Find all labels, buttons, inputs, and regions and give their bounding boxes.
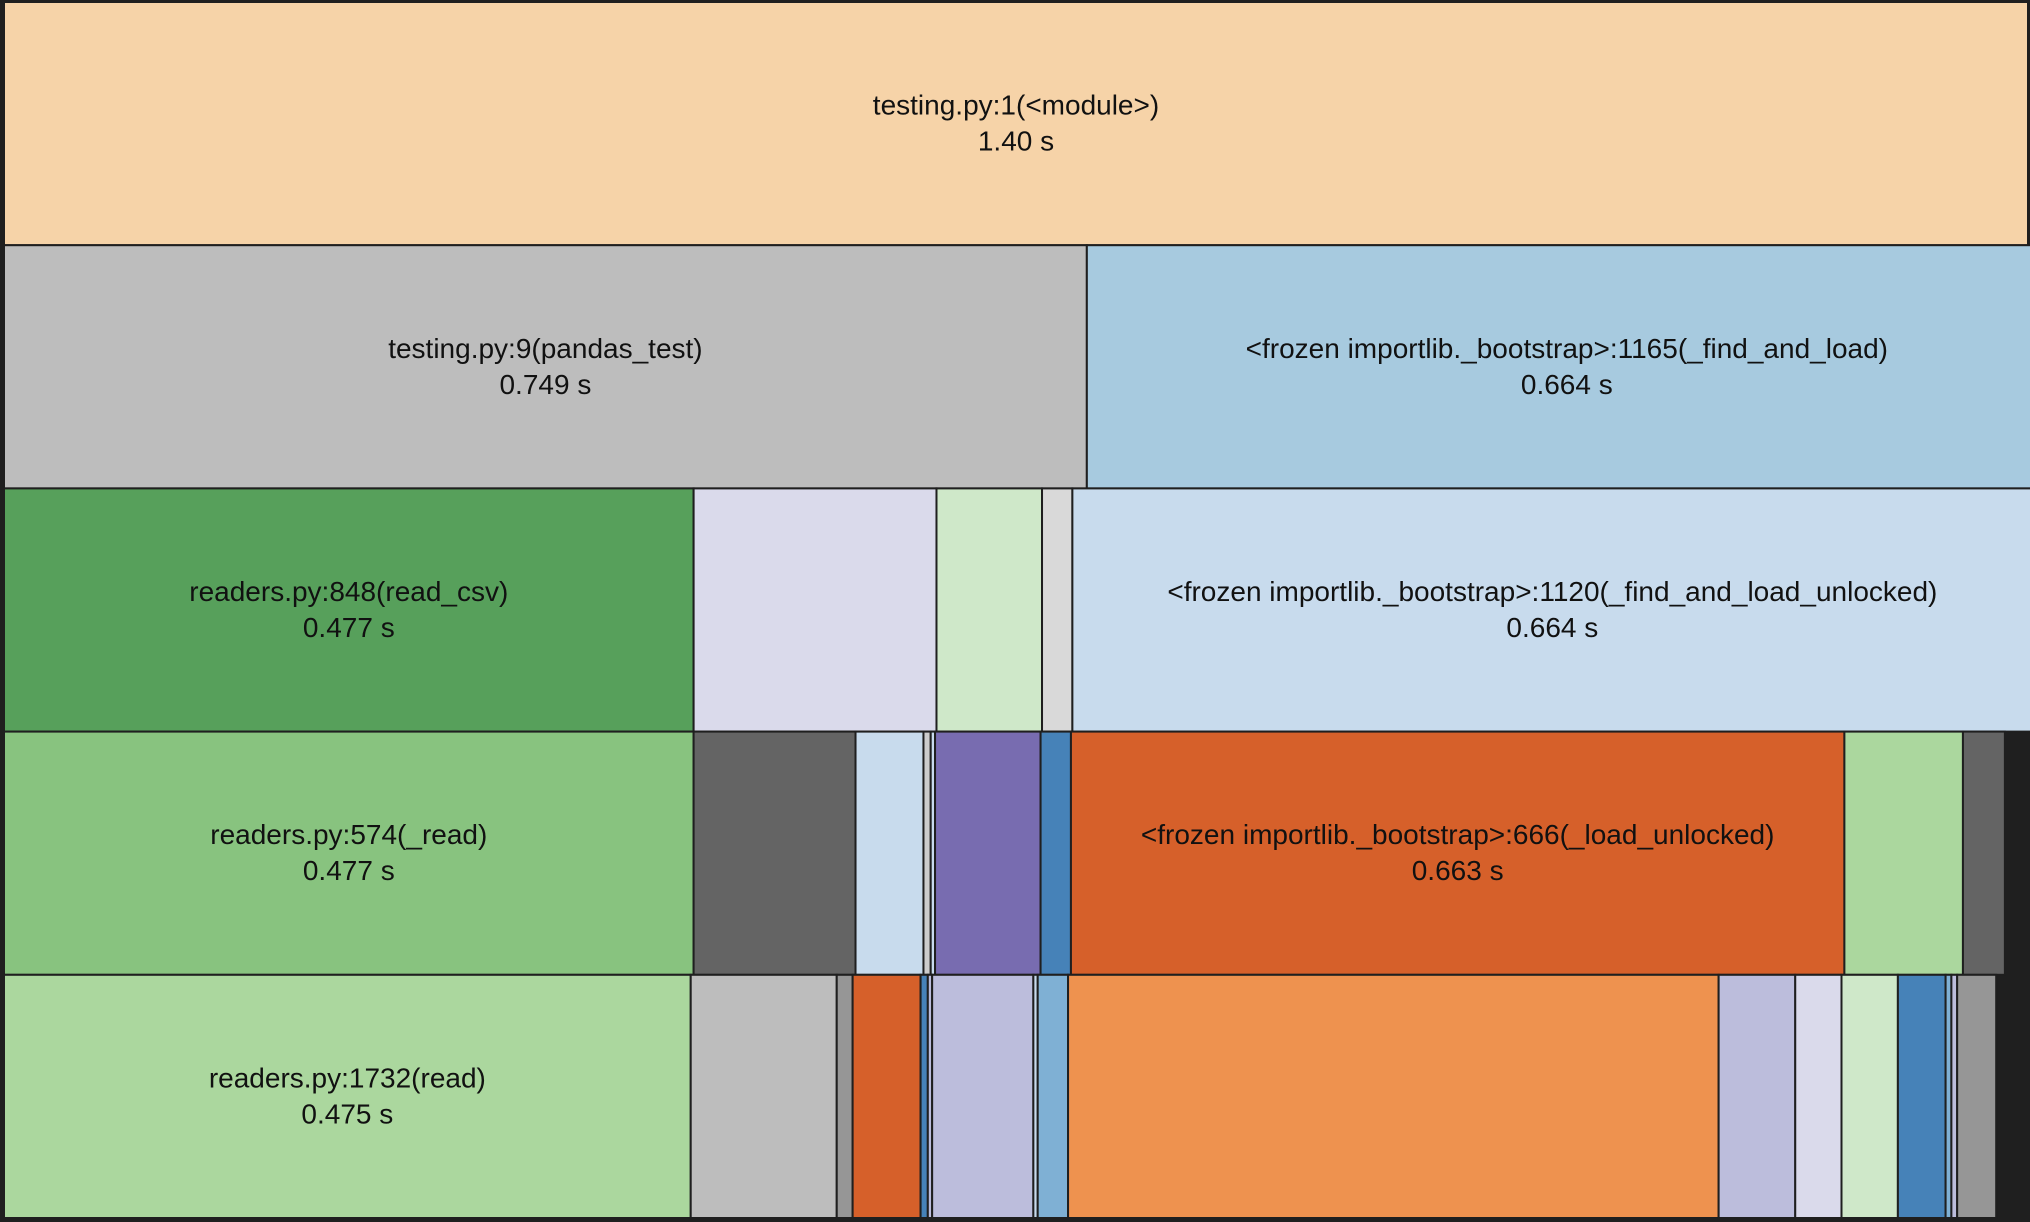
icicle-cell-rect[interactable] [851,973,922,1219]
icicle-cell-name: readers.py:574(_read) [210,819,487,850]
icicle-cell-time: 0.664 s [1506,612,1598,643]
icicle-cell-l4-16[interactable] [1956,973,1998,1219]
icicle-cell-rect[interactable] [3,1,2029,247]
icicle-cell-rect[interactable] [1036,973,1070,1219]
icicle-cell-l4-2[interactable] [835,973,854,1219]
icicle-cell-l4-6[interactable] [931,973,1035,1219]
icicle-cell-rect[interactable] [692,730,857,976]
icicle-cell-rect[interactable] [854,730,925,976]
icicle-cell-rect[interactable] [1896,973,1947,1219]
icicle-cell-time: 0.475 s [301,1098,393,1129]
icicle-cell-time: 0.477 s [303,612,395,643]
icicle-cell-rect[interactable] [689,973,838,1219]
icicle-cell-l1-0[interactable]: testing.py:9(pandas_test) 0.749 s [3,244,1088,490]
icicle-cell-l2-1[interactable] [692,487,938,733]
icicle-cell-rect[interactable] [919,973,929,1219]
icicle-cell-rect[interactable] [3,730,695,976]
icicle-cell-rect[interactable] [1717,973,1797,1219]
icicle-cell-time: 1.40 s [978,126,1054,157]
icicle-cell-l3-7[interactable]: <frozen importlib._bootstrap>:666(_load_… [1069,730,1846,976]
icicle-cell-rect[interactable] [835,973,854,1219]
icicle-cell-l4-0[interactable]: readers.py:1732(read) 0.475 s [3,973,692,1219]
icicle-cell-time: 0.664 s [1521,369,1613,400]
icicle-cell-l3-2[interactable] [854,730,925,976]
icicle-cell-l4-12[interactable] [1840,973,1899,1219]
icicle-cell-l4-9[interactable] [1067,973,1720,1219]
icicle-cell-name: readers.py:848(read_csv) [189,576,508,607]
icicle-cell-l3-8[interactable] [1843,730,1964,976]
icicle-cell-rect[interactable] [922,730,932,976]
icicle-cell-name: testing.py:1(<module>) [873,90,1159,121]
icicle-cell-time: 0.749 s [499,369,591,400]
icicle-cell-rect[interactable] [931,973,1035,1219]
icicle-cell-rect[interactable] [1041,487,1074,733]
icicle-cell-name: readers.py:1732(read) [209,1062,486,1093]
icicle-cell-rect[interactable] [1843,730,1964,976]
icicle-cell-l2-4[interactable]: <frozen importlib._bootstrap>:1120(_find… [1071,487,2030,733]
icicle-cell-l3-9[interactable] [1961,730,2006,976]
icicle-cell-time: 0.477 s [303,855,395,886]
icicle-cell-rect[interactable] [935,487,1044,733]
icicle-cell-name: <frozen importlib._bootstrap>:1120(_find… [1167,576,1937,607]
icicle-cell-l1-1[interactable]: <frozen importlib._bootstrap>:1165(_find… [1085,244,2030,490]
icicle-cell-rect[interactable] [1794,973,1843,1219]
icicle-cell-l3-6[interactable] [1039,730,1072,976]
icicle-cell-l4-10[interactable] [1717,973,1797,1219]
icicle-cell-rect[interactable] [1961,730,2006,976]
icicle-cell-rect[interactable] [1067,973,1720,1219]
icicle-cell-rect[interactable] [3,487,695,733]
icicle-cell-l4-3[interactable] [851,973,922,1219]
icicle-cell-l3-1[interactable] [692,730,857,976]
icicle-cell-l4-11[interactable] [1794,973,1843,1219]
icicle-cell-rect[interactable] [1956,973,1998,1219]
icicle-cell-rect[interactable] [1039,730,1072,976]
icicle-cell-l2-2[interactable] [935,487,1044,733]
icicle-cell-l3-5[interactable] [934,730,1042,976]
icicle-cell-name: <frozen importlib._bootstrap>:1165(_find… [1246,333,1888,364]
icicle-cell-rect[interactable] [1069,730,1846,976]
icicle-cell-time: 0.663 s [1412,855,1504,886]
icicle-cell-rect[interactable] [1071,487,2030,733]
icicle-cell-rect[interactable] [1840,973,1899,1219]
icicle-cell-rect[interactable] [934,730,1042,976]
icicle-cell-l3-3[interactable] [922,730,932,976]
icicle-cell-rect[interactable] [3,973,692,1219]
icicle-cell-l2-0[interactable]: readers.py:848(read_csv) 0.477 s [3,487,695,733]
icicle-cell-l4-1[interactable] [689,973,838,1219]
icicle-cell-l4-8[interactable] [1036,973,1070,1219]
icicle-cell-l4-4[interactable] [919,973,929,1219]
icicle-cell-name: <frozen importlib._bootstrap>:666(_load_… [1141,819,1775,850]
icicle-cell-l4-13[interactable] [1896,973,1947,1219]
icicle-cell-rect[interactable] [3,244,1088,490]
icicle-cell-l3-0[interactable]: readers.py:574(_read) 0.477 s [3,730,695,976]
icicle-cell-rect[interactable] [692,487,938,733]
icicle-cell-l0-0[interactable]: testing.py:1(<module>) 1.40 s [3,1,2029,247]
icicle-cell-l2-3[interactable] [1041,487,1074,733]
icicle-cell-name: testing.py:9(pandas_test) [388,333,702,364]
icicle-cell-rect[interactable] [1085,244,2030,490]
